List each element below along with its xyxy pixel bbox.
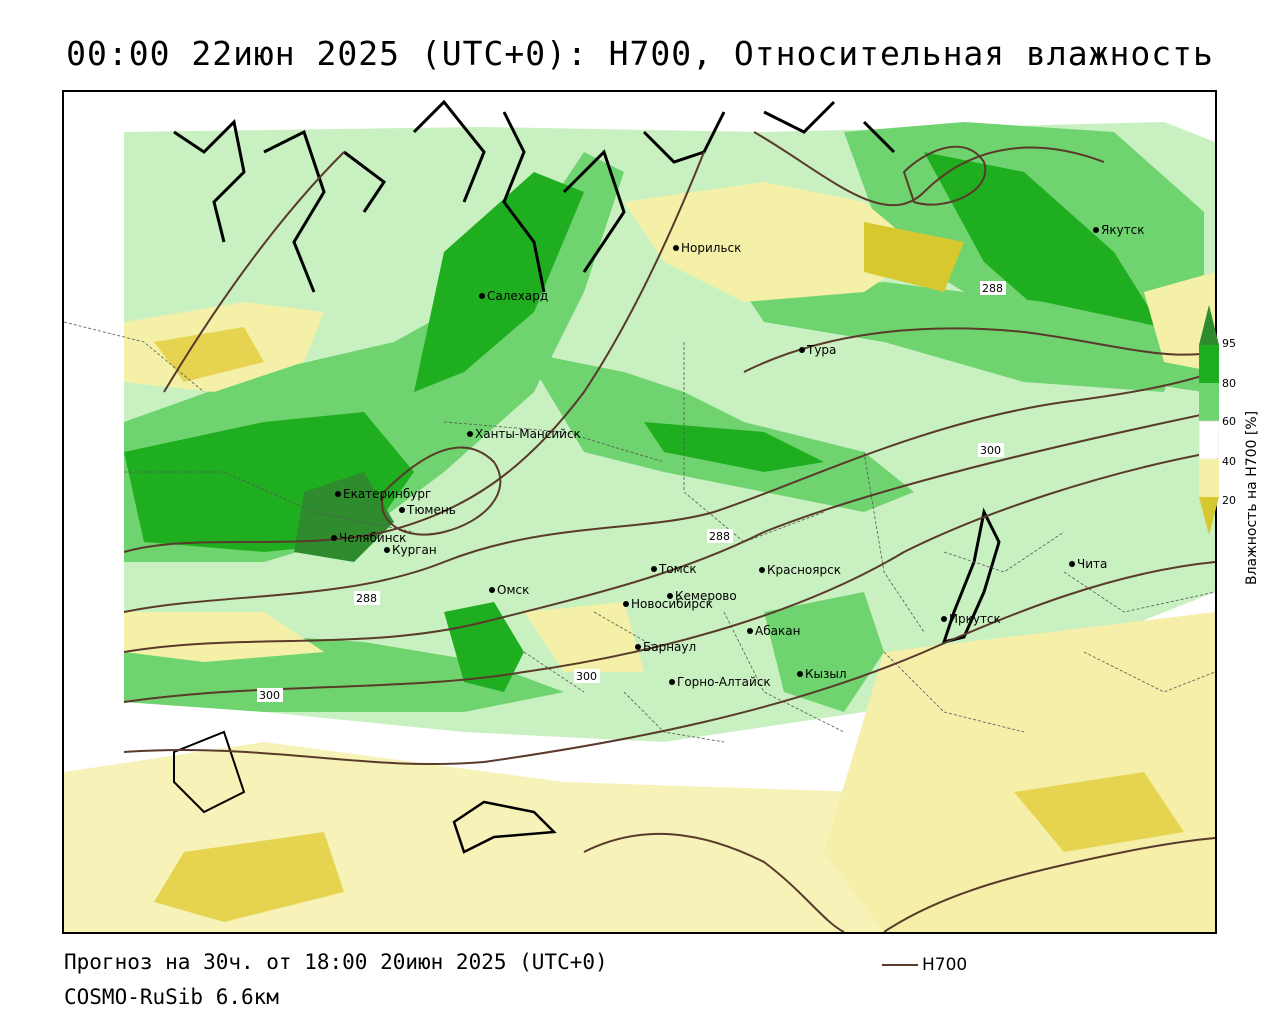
city-4[interactable]: Тура (799, 343, 836, 357)
city-10[interactable]: Омск (489, 583, 529, 597)
city-label: Омск (497, 583, 529, 597)
contour-label-bg (574, 669, 600, 683)
city-15[interactable]: Абакан (747, 624, 800, 638)
city-dot-icon (669, 679, 675, 685)
city-label: Курган (392, 543, 437, 557)
city-11[interactable]: Новосибирск (623, 597, 713, 611)
city-dot-icon (941, 616, 947, 622)
contour-legend-label: H700 (922, 955, 968, 975)
city-dot-icon (673, 245, 679, 251)
city-label: Якутск (1101, 223, 1145, 237)
city-dot-icon (331, 535, 337, 541)
city-label: Челябинск (339, 531, 406, 545)
forecast-info: Прогноз на 30ч. от 18:00 20июн 2025 (UTC… (64, 950, 608, 974)
city-label: Томск (658, 562, 697, 576)
city-20[interactable]: Чита (1069, 557, 1107, 571)
model-name: COSMO-RuSib 6.6км (64, 985, 279, 1009)
city-label: Салехард (487, 289, 548, 303)
city-dot-icon (759, 567, 765, 573)
contour-legend-line (882, 964, 918, 966)
city-label: Тюмень (406, 503, 456, 517)
weather-map[interactable]: 288 288 288 300 300 300 Норильск Якутск Салехар… (62, 90, 1217, 934)
city-6[interactable]: Екатеринбург (335, 487, 431, 501)
colorbar-tick-80: 80 (1222, 377, 1236, 390)
city-label: Ханты-Мансийск (475, 427, 581, 441)
city-8[interactable]: Челябинск (331, 531, 406, 545)
contour-label-bg (354, 591, 380, 605)
city-14[interactable]: Красноярск (759, 563, 841, 577)
city-3[interactable]: Салехард (479, 289, 548, 303)
city-dot-icon (747, 628, 753, 634)
city-label: Норильск (681, 241, 741, 255)
city-dot-icon (667, 593, 673, 599)
city-dot-icon (635, 644, 641, 650)
contour-labels: 288 288 288 300 300 300 (257, 281, 1006, 702)
contour-label-bg (980, 281, 1006, 295)
city-label: Чита (1077, 557, 1107, 571)
city-label: Екатеринбург (343, 487, 431, 501)
city-label: Кемерово (675, 589, 737, 603)
colorbar-tick-20: 20 (1222, 494, 1236, 507)
city-18[interactable]: Кызыл (797, 667, 847, 681)
contour-label-bg (257, 688, 283, 702)
contour-label: 288 (982, 282, 1003, 295)
city-9[interactable]: Курган (384, 543, 437, 557)
city-markers: Норильск Якутск Салехард Тура Ханты-Мансийск… (331, 223, 1145, 689)
city-19[interactable]: Иркутск (941, 612, 1001, 626)
coastlines-and-borders (64, 99, 1215, 854)
city-dot-icon (479, 293, 485, 299)
city-dot-icon (1069, 561, 1075, 567)
city-17[interactable]: Горно-Алтайск (669, 675, 771, 689)
city-dot-icon (651, 566, 657, 572)
city-dot-icon (797, 671, 803, 677)
city-label: Абакан (755, 624, 800, 638)
city-label: Тура (806, 343, 836, 357)
city-7[interactable]: Тюмень (399, 503, 456, 517)
contour-legend: H700 (882, 955, 967, 975)
city-label: Новосибирск (631, 597, 713, 611)
city-dot-icon (623, 601, 629, 607)
map-title: 00:00 22июн 2025 (UTC+0): H700, Относите… (66, 34, 1214, 73)
colorbar-tick-95: 95 (1222, 337, 1236, 350)
city-dot-icon (467, 431, 473, 437)
colorbar-tick-60: 60 (1222, 415, 1236, 428)
colorbar-tick-40: 40 (1222, 455, 1236, 468)
city-12[interactable]: Томск (651, 562, 697, 576)
city-dot-icon (799, 347, 805, 353)
city-dot-icon (1093, 227, 1099, 233)
city-dot-icon (399, 507, 405, 513)
contour-label-bg (707, 529, 733, 543)
city-dot-icon (384, 547, 390, 553)
city-label: Кызыл (805, 667, 847, 681)
colorbar-title: Влажность на H700 [%] (1244, 410, 1260, 585)
contour-label: 300 (576, 670, 597, 683)
contour-label: 300 (259, 689, 280, 702)
humidity-fields (64, 122, 1215, 932)
city-13[interactable]: Кемерово (667, 589, 737, 603)
city-1[interactable]: Норильск (673, 241, 741, 255)
contour-label: 288 (356, 592, 377, 605)
h700-contours (123, 131, 1215, 932)
city-dot-icon (335, 491, 341, 497)
contour-label: 300 (980, 444, 1001, 457)
city-16[interactable]: Барнаул (635, 640, 696, 654)
humidity-colorbar (1199, 305, 1219, 535)
contour-label: 288 (709, 530, 730, 543)
city-label: Барнаул (643, 640, 696, 654)
city-2[interactable]: Якутск (1093, 223, 1145, 237)
city-label: Горно-Алтайск (677, 675, 771, 689)
city-label: Красноярск (767, 563, 841, 577)
city-label: Иркутск (949, 612, 1001, 626)
city-5[interactable]: Ханты-Мансийск (467, 427, 581, 441)
contour-label-bg (978, 443, 1004, 457)
city-dot-icon (489, 587, 495, 593)
